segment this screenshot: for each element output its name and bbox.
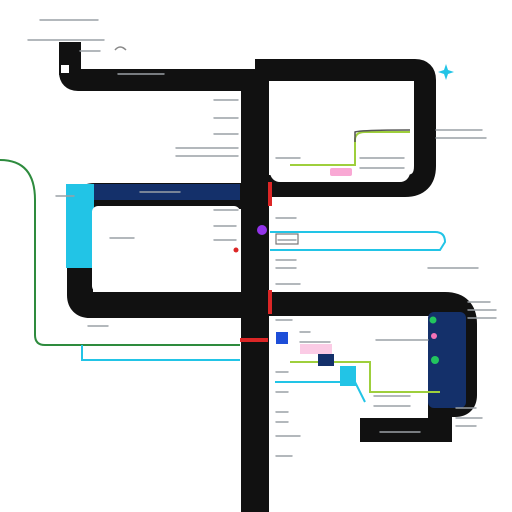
cyan-line-left <box>81 345 240 361</box>
green-dot-icon <box>431 356 439 364</box>
middle-left-inner-panel <box>92 206 240 292</box>
purple-node-icon <box>257 225 267 235</box>
cyan-segment <box>66 184 94 268</box>
station-square-icon <box>59 63 71 75</box>
blue-square-icon <box>276 332 288 344</box>
pink-dot-icon <box>431 333 437 339</box>
navy-small-square <box>318 354 334 366</box>
red-marker-middle <box>268 290 272 314</box>
gray-connector <box>354 129 411 142</box>
red-marker-lower <box>240 338 268 342</box>
label-box-2 <box>300 344 332 354</box>
label-box <box>275 233 299 245</box>
pink-tag <box>330 168 352 176</box>
green-line <box>0 159 240 346</box>
micro-labels <box>27 19 497 457</box>
waving-flag-icon <box>114 46 127 51</box>
top-right-loop <box>244 59 436 197</box>
sparkle-icon <box>438 64 454 80</box>
green-dot-icon-2 <box>429 316 437 324</box>
red-dot-icon <box>233 247 239 253</box>
navy-corner <box>428 312 466 408</box>
cyan-line-right <box>270 231 447 251</box>
cyan-square-icon <box>340 366 356 386</box>
red-marker-upper <box>268 182 272 206</box>
